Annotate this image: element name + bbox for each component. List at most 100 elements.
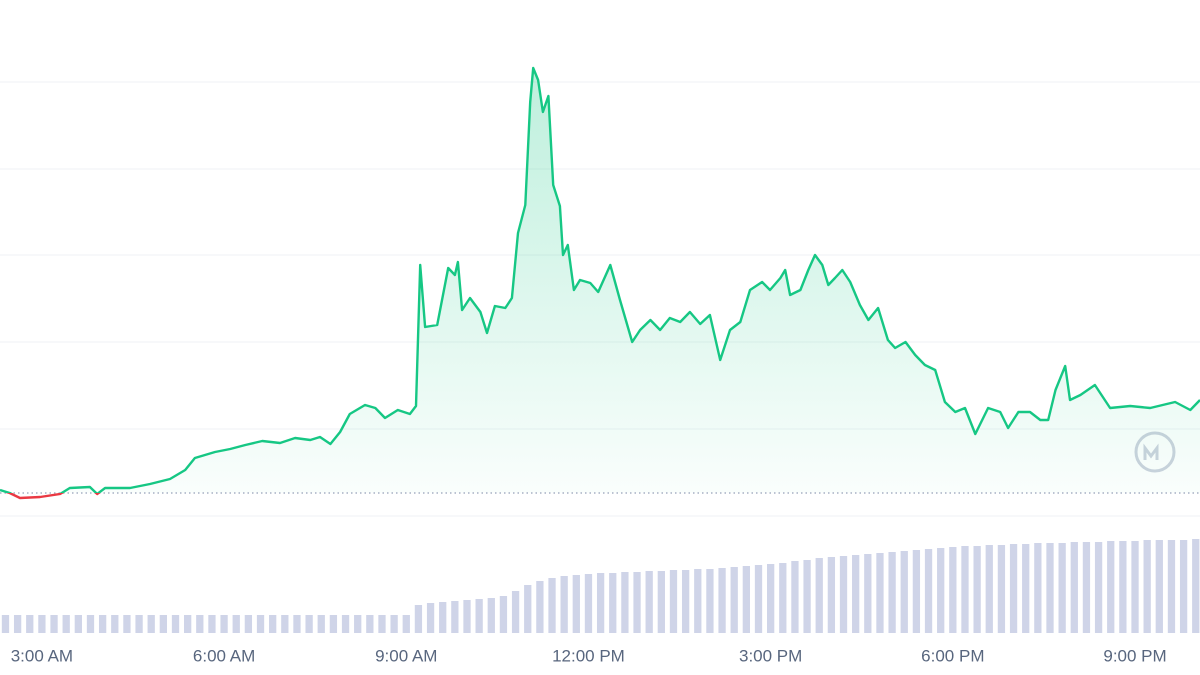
volume-bar <box>244 615 253 633</box>
volume-bar <box>378 615 386 633</box>
volume-bar <box>1058 543 1066 633</box>
x-tick-label: 6:00 AM <box>193 646 255 665</box>
volume-bar <box>1155 540 1163 633</box>
x-tick-label: 3:00 AM <box>11 646 73 665</box>
volume-bar <box>536 581 544 633</box>
volume-bar <box>499 596 508 633</box>
x-tick-label: 3:00 PM <box>739 646 802 665</box>
volume-bar <box>390 615 398 633</box>
volume-bar <box>402 615 410 633</box>
volume-bar <box>62 615 70 633</box>
volume-bar <box>609 573 617 633</box>
volume-bar <box>232 615 240 633</box>
volume-bar <box>1009 544 1018 633</box>
volume-bar <box>414 605 423 633</box>
volume-bar <box>852 555 860 633</box>
volume-bar <box>973 546 981 633</box>
volume-bar <box>317 615 325 633</box>
volume-bar <box>548 578 556 633</box>
volume-bar <box>900 551 908 633</box>
volume-bar <box>754 565 763 633</box>
volume-bar <box>596 573 605 633</box>
volume-bar <box>1046 543 1054 633</box>
volume-bar <box>694 569 702 633</box>
volume-bar <box>937 548 945 633</box>
volume-bar <box>949 547 957 633</box>
volume-bar <box>791 561 799 633</box>
volume-bar <box>876 553 884 633</box>
volume-bar <box>1034 543 1042 633</box>
volume-bar <box>961 546 969 633</box>
volume-bar <box>815 558 823 633</box>
volume-bar <box>767 564 775 633</box>
volume-bar <box>354 615 362 633</box>
volume-bar <box>256 615 265 633</box>
volume-bar <box>779 563 787 633</box>
volume-bar <box>281 615 289 633</box>
volume-bar <box>888 552 896 633</box>
volume-bar <box>1082 542 1091 633</box>
volume-bar <box>329 615 338 633</box>
volume-bar <box>220 615 228 633</box>
volume-bar <box>269 615 277 633</box>
volume-bar <box>147 615 155 633</box>
volume-bar <box>633 572 641 633</box>
volume-bar <box>718 568 726 633</box>
volume-bar <box>111 615 119 633</box>
volume-bar <box>366 615 374 633</box>
volume-bar <box>86 615 95 633</box>
volume-bar <box>1131 541 1139 633</box>
volume-bar <box>1094 542 1103 633</box>
volume-bar <box>524 585 532 633</box>
volume-bar <box>1 615 10 633</box>
volume-bar <box>997 545 1006 633</box>
volume-bar <box>1107 541 1115 633</box>
volume-bar <box>1192 539 1200 633</box>
volume-bar <box>669 570 678 633</box>
volume-bar <box>439 602 447 633</box>
volume-bar <box>341 615 350 633</box>
volume-bar <box>426 603 435 633</box>
volume-bar <box>645 571 653 633</box>
volume-bar <box>50 615 58 633</box>
volume-bar <box>451 601 459 633</box>
volume-bar <box>1167 540 1176 633</box>
x-tick-label: 9:00 PM <box>1103 646 1166 665</box>
volume-bar <box>584 574 593 633</box>
x-tick-label: 9:00 AM <box>375 646 437 665</box>
volume-bar <box>827 557 836 633</box>
volume-bar <box>1022 544 1030 633</box>
volume-bar <box>305 615 313 633</box>
volume-bar <box>864 554 872 633</box>
volume-bar <box>123 615 131 633</box>
volume-bar <box>475 599 483 633</box>
volume-bar <box>1179 540 1188 633</box>
volume-bar <box>98 615 107 633</box>
volume-bar <box>657 571 665 633</box>
x-tick-label: 6:00 PM <box>921 646 984 665</box>
volume-bar <box>560 576 568 633</box>
volume-bar <box>803 560 811 633</box>
volume-bar <box>985 545 993 633</box>
volume-bar <box>742 566 750 633</box>
volume-bars <box>1 539 1200 633</box>
volume-bar <box>171 615 180 633</box>
volume-bar <box>511 591 520 633</box>
volume-bar <box>159 615 168 633</box>
volume-bar <box>26 615 34 633</box>
volume-bar <box>1143 540 1151 633</box>
volume-bar <box>135 615 143 633</box>
volume-bar <box>487 598 495 633</box>
volume-bar <box>208 615 216 633</box>
volume-bar <box>924 549 933 633</box>
volume-bar <box>196 615 204 633</box>
volume-bar <box>293 615 301 633</box>
price-area <box>0 68 1200 493</box>
volume-bar <box>621 572 629 633</box>
volume-bar <box>572 575 580 633</box>
volume-bar <box>1119 541 1127 633</box>
x-tick-label: 12:00 PM <box>552 646 625 665</box>
volume-bar <box>184 615 192 633</box>
